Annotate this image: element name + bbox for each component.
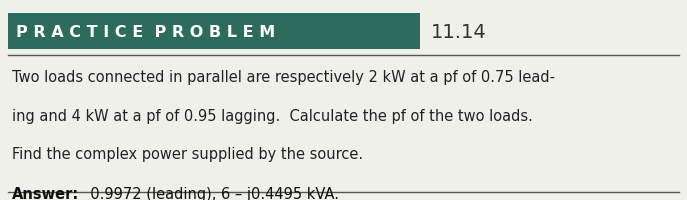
Text: Two loads connected in parallel are respectively 2 kW at a pf of 0.75 lead-: Two loads connected in parallel are resp… [12,70,555,85]
Text: P R A C T I C E  P R O B L E M: P R A C T I C E P R O B L E M [16,25,275,39]
Text: 11.14: 11.14 [431,23,486,41]
FancyBboxPatch shape [8,14,420,50]
Text: Find the complex power supplied by the source.: Find the complex power supplied by the s… [12,146,363,161]
Text: 0.9972 (leading), 6 – j0.4495 kVA.: 0.9972 (leading), 6 – j0.4495 kVA. [81,186,339,200]
Text: ing and 4 kW at a pf of 0.95 lagging.  Calculate the pf of the two loads.: ing and 4 kW at a pf of 0.95 lagging. Ca… [12,108,533,123]
Text: Answer:: Answer: [12,186,80,200]
